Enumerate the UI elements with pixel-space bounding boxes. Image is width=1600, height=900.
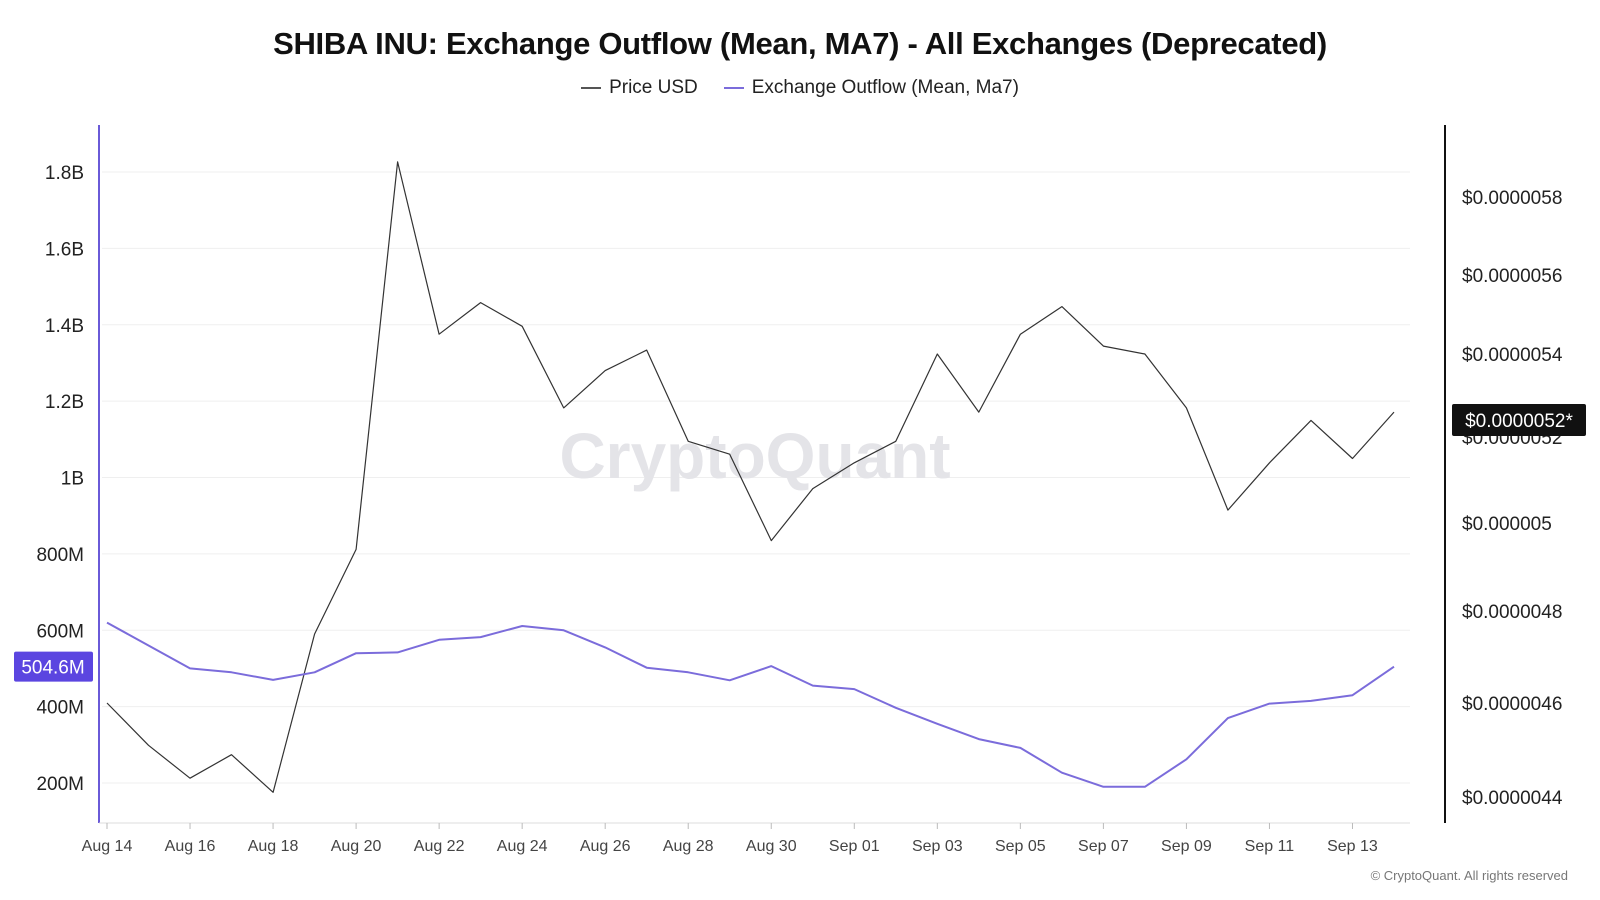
x-tick-label: Sep 05 bbox=[995, 838, 1046, 855]
x-tick-label: Sep 03 bbox=[912, 838, 963, 855]
right-axis-ticks: $0.0000044 $0.0000046 $0.0000048 $0.000005 $… bbox=[1462, 188, 1563, 809]
right-tick-label: $0.0000056 bbox=[1462, 266, 1562, 287]
x-tick-label: Aug 30 bbox=[746, 838, 797, 855]
x-tick-label: Sep 07 bbox=[1078, 838, 1129, 855]
right-last-value-label: $0.0000052* bbox=[1465, 411, 1573, 432]
right-tick-label: $0.0000054 bbox=[1462, 345, 1563, 366]
right-last-value-badge bbox=[1452, 404, 1586, 436]
legend-label-outflow: Exchange Outflow (Mean, Ma7) bbox=[751, 77, 1019, 98]
left-tick-label: 1.2B bbox=[45, 392, 84, 413]
left-axis-ticks: 200M 400M 600M 800M 1B 1.2B 1.4B 1.6B 1.8B bbox=[36, 163, 84, 795]
chart-title: SHIBA INU: Exchange Outflow (Mean, MA7) … bbox=[273, 26, 1327, 61]
legend-swatch-outflow bbox=[723, 87, 744, 89]
x-tick-label: Aug 16 bbox=[165, 838, 216, 855]
x-axis-ticks: Aug 14 Aug 16 Aug 18 Aug 20 Aug 22 Aug 24 Aug … bbox=[82, 823, 1378, 855]
x-tick-label: Aug 20 bbox=[331, 838, 382, 855]
x-tick-label: Aug 28 bbox=[663, 838, 714, 855]
left-tick-label: 1.6B bbox=[45, 239, 84, 260]
chart-legend: Price USD Exchange Outflow (Mean, Ma7) bbox=[0, 77, 1600, 99]
legend-item-outflow[interactable]: Exchange Outflow (Mean, Ma7) bbox=[723, 77, 1019, 99]
left-tick-label: 1.4B bbox=[45, 316, 84, 337]
x-tick-label: Sep 11 bbox=[1245, 838, 1295, 855]
watermark: CryptoQuant bbox=[559, 420, 950, 492]
x-tick-label: Aug 26 bbox=[580, 838, 631, 855]
series-lines bbox=[106, 161, 1395, 793]
x-tick-label: Sep 09 bbox=[1161, 838, 1212, 855]
x-tick-label: Aug 22 bbox=[414, 838, 465, 855]
outflow-series-line[interactable] bbox=[106, 621, 1395, 788]
value-badges: 504.6M $0.0000052* bbox=[14, 404, 1586, 682]
left-tick-label: 600M bbox=[36, 621, 84, 642]
right-tick-label: $0.0000048 bbox=[1462, 602, 1562, 623]
right-tick-label: $0.000005 bbox=[1462, 514, 1552, 535]
left-tick-label: 800M bbox=[36, 545, 84, 566]
x-tick-label: Aug 18 bbox=[248, 838, 299, 855]
legend-label-price: Price USD bbox=[609, 77, 698, 98]
left-tick-label: 200M bbox=[36, 774, 84, 795]
price-series-line[interactable] bbox=[106, 161, 1395, 793]
left-tick-label: 1.8B bbox=[45, 163, 84, 184]
legend-swatch-price bbox=[581, 87, 602, 89]
grid-lines bbox=[102, 171, 1410, 784]
left-last-value-label: 504.6M bbox=[21, 658, 84, 679]
legend-item-price[interactable]: Price USD bbox=[581, 77, 698, 99]
right-tick-label: $0.0000044 bbox=[1462, 788, 1563, 809]
right-tick-label: $0.0000046 bbox=[1462, 694, 1562, 715]
x-tick-label: Sep 01 bbox=[829, 838, 880, 855]
left-tick-label: 1B bbox=[61, 469, 84, 490]
left-last-value-badge bbox=[14, 651, 93, 682]
right-tick-label: $0.0000058 bbox=[1462, 188, 1562, 209]
axes bbox=[98, 125, 1446, 824]
x-tick-label: Aug 24 bbox=[497, 838, 548, 855]
left-tick-label: 400M bbox=[36, 698, 84, 719]
x-tick-label: Aug 14 bbox=[82, 838, 133, 855]
x-tick-label: Sep 13 bbox=[1327, 838, 1378, 855]
copyright-text: © CryptoQuant. All rights reserved bbox=[1371, 868, 1568, 883]
